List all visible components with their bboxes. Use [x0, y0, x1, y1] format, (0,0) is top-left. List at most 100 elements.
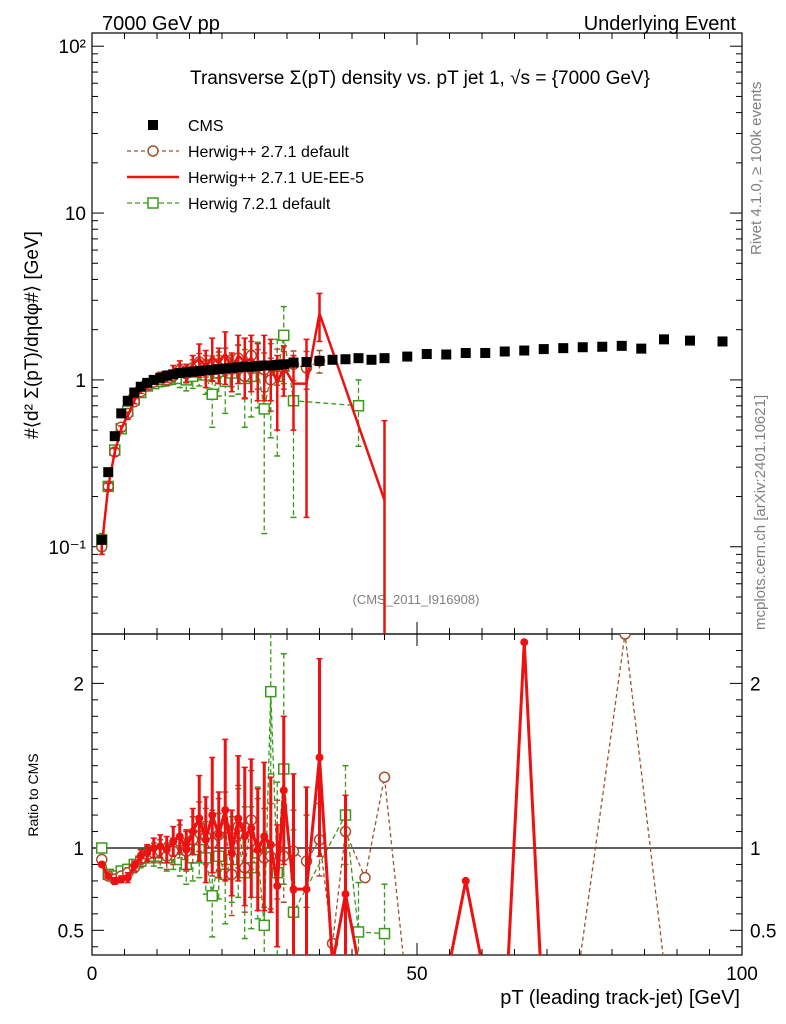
data-point [259, 360, 270, 371]
data-point [221, 806, 230, 815]
data-point [537, 959, 545, 967]
data-point [233, 362, 244, 373]
ratio-y-tick-label: 0.5 [58, 921, 84, 942]
data-point [352, 400, 365, 412]
data-point [516, 958, 526, 968]
data-point [278, 359, 289, 370]
data-point [207, 364, 218, 375]
data-point [253, 845, 262, 854]
data-point [258, 919, 270, 932]
y-tick-label: 1 [75, 371, 86, 392]
chart-title: Transverse Σ(pT) density vs. pT jet 1, √… [190, 68, 650, 89]
rivet-label: Rivet 4.1.0, ≥ 100k events [748, 82, 765, 255]
data-point [556, 959, 564, 967]
data-point [97, 860, 106, 869]
data-point [147, 145, 159, 157]
data-point [301, 357, 312, 368]
data-point [116, 408, 127, 419]
y-tick-label: 10⁻¹ [49, 538, 87, 559]
data-point [226, 362, 237, 373]
data-point [162, 845, 171, 854]
data-point [381, 959, 389, 967]
data-point [187, 366, 198, 377]
data-point [379, 353, 390, 364]
data-point [122, 395, 133, 406]
data-point [265, 360, 276, 371]
data-point [161, 370, 172, 381]
data-point [266, 840, 275, 849]
data-point [402, 351, 413, 362]
data-point [258, 403, 270, 415]
data-point [659, 958, 669, 968]
data-point [519, 345, 530, 356]
data-point [355, 959, 363, 967]
data-point [327, 354, 338, 365]
data-point [685, 335, 695, 346]
data-point [206, 388, 218, 401]
data-point [577, 342, 588, 353]
data-point [315, 753, 324, 762]
data-point [155, 372, 166, 383]
ratio-y-tick-label: 1 [73, 839, 84, 860]
data-point [148, 120, 158, 130]
ratio-y-axis-label: Ratio to CMS [25, 753, 41, 836]
data-point [458, 958, 468, 968]
data-point [368, 959, 376, 967]
y-axis-label: #⟨d² Σ(pT)/dηdφ#⟩ [GeV] [22, 231, 43, 439]
data-point [278, 329, 290, 342]
header-left: 7000 GeV pp [102, 13, 220, 35]
x-tick-label: 50 [406, 964, 427, 985]
data-point [302, 885, 311, 894]
series-line [101, 634, 664, 955]
data-point [378, 927, 391, 940]
legend-label: CMS [188, 118, 224, 135]
data-point [252, 361, 263, 372]
data-point [123, 873, 132, 882]
data-point [117, 875, 126, 884]
ratio-y-tick-label-right: 0.5 [750, 921, 776, 942]
data-point [96, 842, 108, 854]
data-point [208, 811, 217, 820]
data-point [616, 340, 627, 351]
data-point [288, 357, 299, 368]
data-point [96, 534, 107, 545]
data-point [499, 346, 510, 357]
data-point [329, 959, 337, 967]
data-point [168, 369, 179, 380]
data-point [194, 366, 205, 377]
data-point [717, 336, 728, 347]
data-point [143, 848, 152, 857]
data-point [659, 334, 669, 345]
y-tick-label: 10² [59, 37, 86, 58]
data-point [260, 832, 269, 841]
data-point [156, 842, 165, 851]
data-point [353, 353, 364, 364]
data-point [538, 344, 549, 355]
data-point [201, 835, 210, 844]
data-point [460, 347, 471, 358]
data-point [597, 341, 608, 352]
data-point [234, 814, 243, 823]
data-point [480, 347, 491, 358]
data-point [182, 845, 191, 854]
data-point [214, 830, 223, 839]
data-point [175, 832, 184, 841]
data-point [130, 862, 139, 871]
data-point [504, 959, 512, 967]
data-point [129, 387, 140, 398]
data-point [142, 377, 153, 388]
series-line [100, 312, 386, 547]
data-point [341, 890, 350, 899]
data-point [619, 634, 631, 640]
data-point [169, 837, 178, 846]
data-point [352, 926, 365, 938]
x-tick-label: 100 [726, 964, 758, 985]
data-point [220, 363, 231, 374]
data-point [279, 786, 288, 795]
ratio-y-tick-label-right: 2 [750, 674, 761, 695]
data-point [520, 638, 529, 647]
data-point [289, 885, 298, 894]
data-point [378, 771, 391, 783]
data-point [441, 349, 452, 360]
data-point [359, 871, 371, 884]
